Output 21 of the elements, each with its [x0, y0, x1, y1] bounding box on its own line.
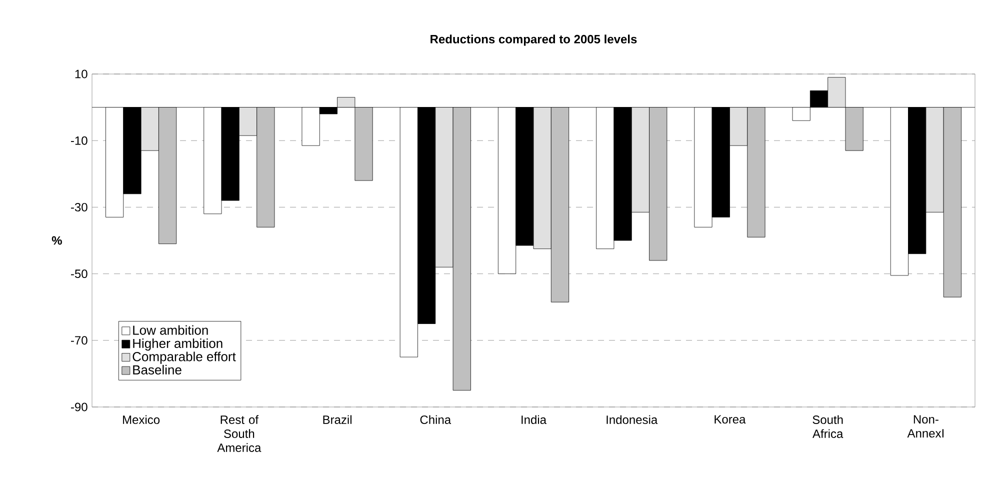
- y-tick-label: -70: [71, 336, 88, 345]
- x-tick-label: China: [420, 415, 452, 424]
- x-tick-label: India: [522, 415, 546, 424]
- y-tick-label: -10: [71, 136, 88, 145]
- y-tick-label: 10: [75, 70, 88, 78]
- legend-label: Higher ambition: [133, 338, 222, 351]
- x-tick-label: South Africa: [812, 415, 844, 438]
- x-tick-label: Mexico: [123, 415, 160, 424]
- y-tick-label: -30: [71, 202, 88, 212]
- x-tick-label: Rest of South America: [217, 415, 262, 452]
- y-axis-title: %: [52, 236, 62, 245]
- y-tick-label: -90: [71, 402, 88, 412]
- chart-title: Reductions compared to 2005 levels: [430, 34, 637, 46]
- x-tick-label: Non-AnnexI: [907, 415, 944, 438]
- x-tick-label: Korea: [714, 415, 746, 424]
- x-tick-label: Indonesia: [606, 415, 658, 424]
- legend-label: Comparable effort: [132, 352, 236, 364]
- x-tick-label: Brazil: [323, 415, 352, 424]
- legend-label: Baseline: [133, 364, 182, 374]
- legend-label: Low ambition: [133, 325, 208, 335]
- y-tick-label: -50: [71, 270, 88, 278]
